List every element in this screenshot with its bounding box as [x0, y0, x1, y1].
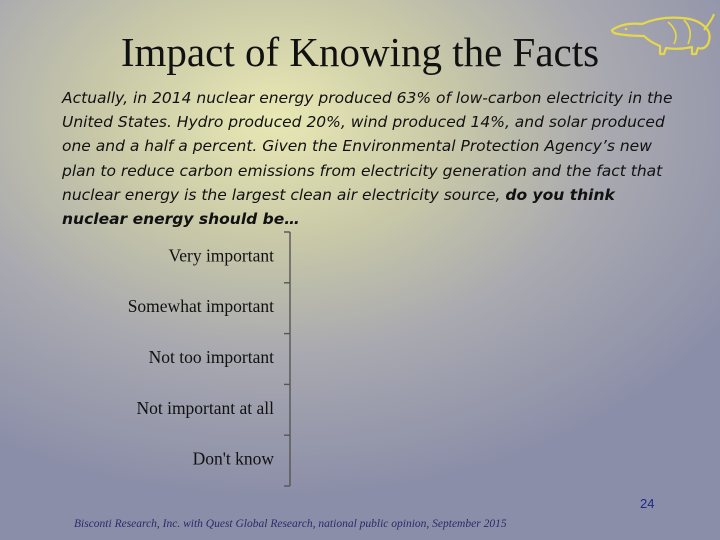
category-label: Not too important	[149, 347, 275, 367]
category-label: Very important	[169, 245, 275, 265]
footer-source: Bisconti Research, Inc. with Quest Globa…	[74, 518, 507, 530]
question-body: Actually, in 2014 nuclear energy produce…	[62, 89, 673, 204]
category-label: Don't know	[193, 449, 275, 469]
anteater-logo-icon	[610, 13, 715, 56]
response-chart: Very important Somewhat important Not too …	[128, 231, 291, 487]
question-emphasis: do you think nuclear energy should be…	[62, 185, 615, 229]
category-label: Somewhat important	[128, 296, 274, 316]
question-text: Actually, in 2014 nuclear energy produce…	[62, 86, 684, 231]
slide-title: Impact of Knowing the Facts	[120, 29, 600, 75]
category-label: Not important at all	[136, 398, 274, 418]
page-number: 24	[640, 496, 655, 511]
